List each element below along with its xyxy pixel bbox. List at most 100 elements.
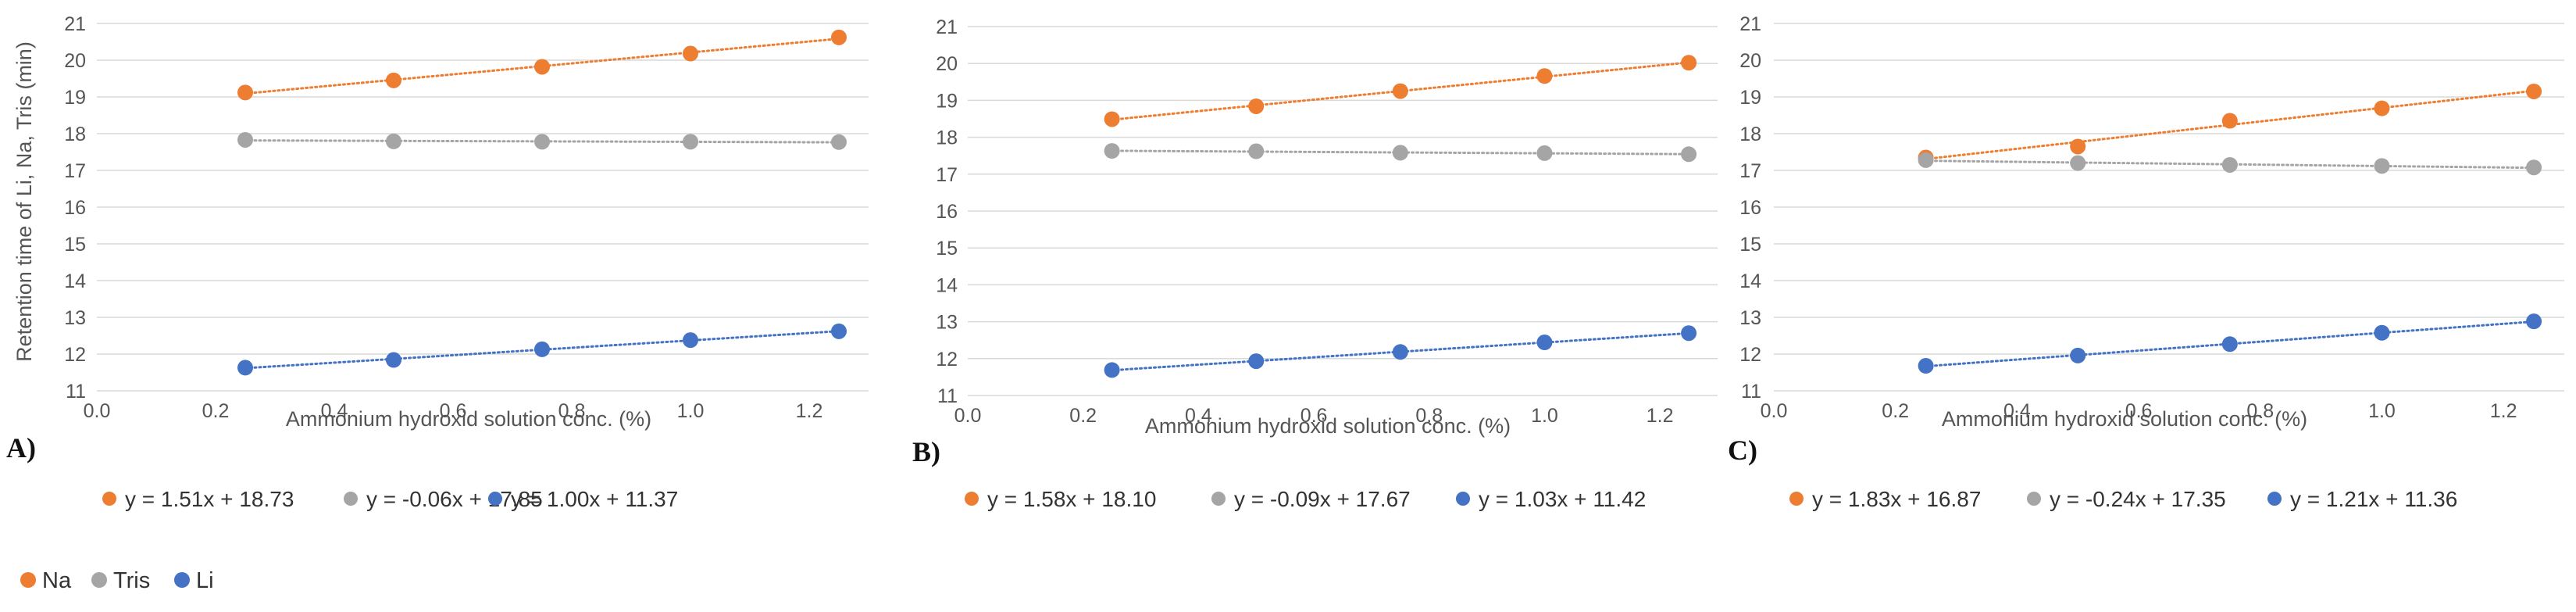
data-point-na: [2374, 100, 2390, 116]
trendline-equation-tris: y = -0.24x + 17.35: [2050, 487, 2226, 511]
legend-marker-na: [20, 572, 36, 588]
equation-marker-li: [488, 492, 502, 506]
y-tick-label: 15: [936, 238, 958, 259]
y-tick-label: 16: [64, 197, 86, 219]
data-point-tris: [2526, 159, 2542, 176]
x-tick-label: 1.2: [2490, 400, 2517, 422]
x-tick-label: 0.0: [1761, 400, 1788, 422]
data-point-tris: [1104, 143, 1120, 159]
legend-marker-tris: [91, 572, 107, 588]
y-tick-label: 14: [64, 270, 86, 292]
x-axis-title: Ammonium hydroxid solution conc. (%): [286, 407, 651, 431]
data-point-li: [1536, 335, 1553, 351]
y-tick-label: 13: [1739, 307, 1761, 329]
chart-panel-b: 11 12 13 14 15 16 17 18 19 20 21 0.0 0.2 0.4 0.6 0.8 1.0…: [912, 16, 1718, 511]
data-point-na: [831, 29, 847, 45]
y-tick-label: 16: [936, 201, 958, 223]
data-point-li: [1681, 325, 1697, 342]
y-tick-label: 18: [936, 127, 958, 149]
y-tick-label: 11: [937, 385, 958, 407]
chart-layer: 11 12 13 14 15 16 17 18 19 20 21 0.0 0.2 0.4 0.6 0.8 1.0…: [6, 13, 2564, 511]
y-tick-label: 20: [936, 53, 958, 75]
data-point-tris: [1392, 145, 1408, 161]
y-tick-label: 16: [1739, 197, 1761, 219]
data-point-na: [2070, 138, 2086, 155]
data-point-tris: [386, 133, 401, 149]
x-tick-label: 0.4: [2003, 400, 2031, 422]
y-tick-label: 21: [64, 13, 86, 35]
x-tick-label: 1.2: [1647, 405, 1674, 427]
data-point-tris: [831, 134, 847, 150]
y-tick-label: 17: [1739, 160, 1761, 182]
data-point-na: [386, 72, 401, 88]
data-point-tris: [2070, 155, 2086, 171]
x-tick-label: 0.6: [2125, 400, 2153, 422]
x-axis-title: Ammonium hydroxid solution conc. (%): [1145, 414, 1511, 438]
x-tick-label: 0.8: [2246, 400, 2274, 422]
data-point-na: [1104, 111, 1120, 127]
equation-marker-tris: [1211, 492, 1226, 506]
equation-marker-tris: [2027, 492, 2041, 506]
y-tick-label: 14: [1739, 270, 1761, 292]
data-point-tris: [1918, 152, 1934, 168]
y-tick-label: 14: [936, 274, 958, 296]
y-tick-label: 19: [1739, 87, 1761, 109]
equation-marker-li: [1456, 492, 1470, 506]
data-point-na: [2526, 83, 2542, 99]
data-point-li: [1918, 358, 1934, 374]
x-tick-label: 0.6: [1300, 405, 1328, 427]
y-tick-label: 15: [1739, 234, 1761, 256]
panel-label: C): [1728, 435, 1757, 466]
y-tick-label: 17: [64, 160, 86, 182]
x-tick-label: 0.0: [84, 400, 111, 422]
trendline-equation-tris: y = -0.09x + 17.67: [1234, 487, 1411, 511]
data-point-li: [2374, 324, 2390, 341]
y-tick-label: 21: [1739, 13, 1761, 35]
trendline-equation-na: y = 1.83x + 16.87: [1812, 487, 1981, 511]
data-point-tris: [683, 134, 698, 150]
x-tick-label: 1.0: [1531, 405, 1558, 427]
data-point-li: [2070, 347, 2086, 363]
data-point-na: [534, 59, 550, 75]
data-point-li: [1104, 362, 1120, 378]
x-tick-label: 0.2: [202, 400, 230, 422]
x-tick-label: 0.6: [440, 400, 467, 422]
legend-marker-li: [174, 572, 190, 588]
data-point-li: [831, 323, 847, 339]
data-point-tris: [1536, 145, 1553, 161]
trendline-equation-li: y = 1.21x + 11.36: [2290, 487, 2457, 511]
data-point-tris: [2221, 156, 2238, 173]
data-point-li: [2221, 336, 2238, 353]
legend-label-li: Li: [196, 568, 214, 593]
equation-marker-na: [965, 492, 979, 506]
y-tick-label: 21: [936, 16, 958, 38]
y-tick-label: 13: [64, 307, 86, 329]
data-point-tris: [1681, 146, 1697, 163]
data-point-tris: [237, 131, 253, 148]
trendline-equation-na: y = 1.58x + 18.10: [987, 487, 1156, 511]
y-tick-label: 12: [1739, 344, 1761, 366]
x-tick-label: 0.0: [954, 405, 982, 427]
y-tick-label: 19: [64, 87, 86, 109]
data-point-li: [1248, 353, 1265, 370]
y-tick-label: 18: [64, 123, 86, 145]
data-point-li: [237, 360, 253, 376]
legend-label-na: Na: [42, 568, 72, 593]
data-point-li: [1392, 344, 1408, 360]
data-point-li: [2526, 313, 2542, 330]
trendline-equation-li: y = 1.00x + 11.37: [511, 487, 678, 511]
x-tick-label: 0.8: [558, 400, 586, 422]
x-tick-label: 0.8: [1415, 405, 1443, 427]
chart-panel-a: 11 12 13 14 15 16 17 18 19 20 21 0.0 0.2 0.4 0.6 0.8 1.0…: [6, 13, 869, 511]
y-tick-label: 20: [64, 50, 86, 72]
data-point-tris: [534, 134, 550, 150]
data-point-tris: [2374, 158, 2390, 174]
equation-marker-na: [102, 492, 116, 506]
y-tick-label: 20: [1739, 50, 1761, 72]
data-point-na: [1681, 55, 1697, 71]
data-point-tris: [1248, 143, 1265, 159]
legend-label-tris: Tris: [113, 568, 150, 593]
y-tick-label: 15: [64, 234, 86, 256]
y-tick-label: 12: [936, 349, 958, 370]
data-point-li: [386, 352, 401, 368]
